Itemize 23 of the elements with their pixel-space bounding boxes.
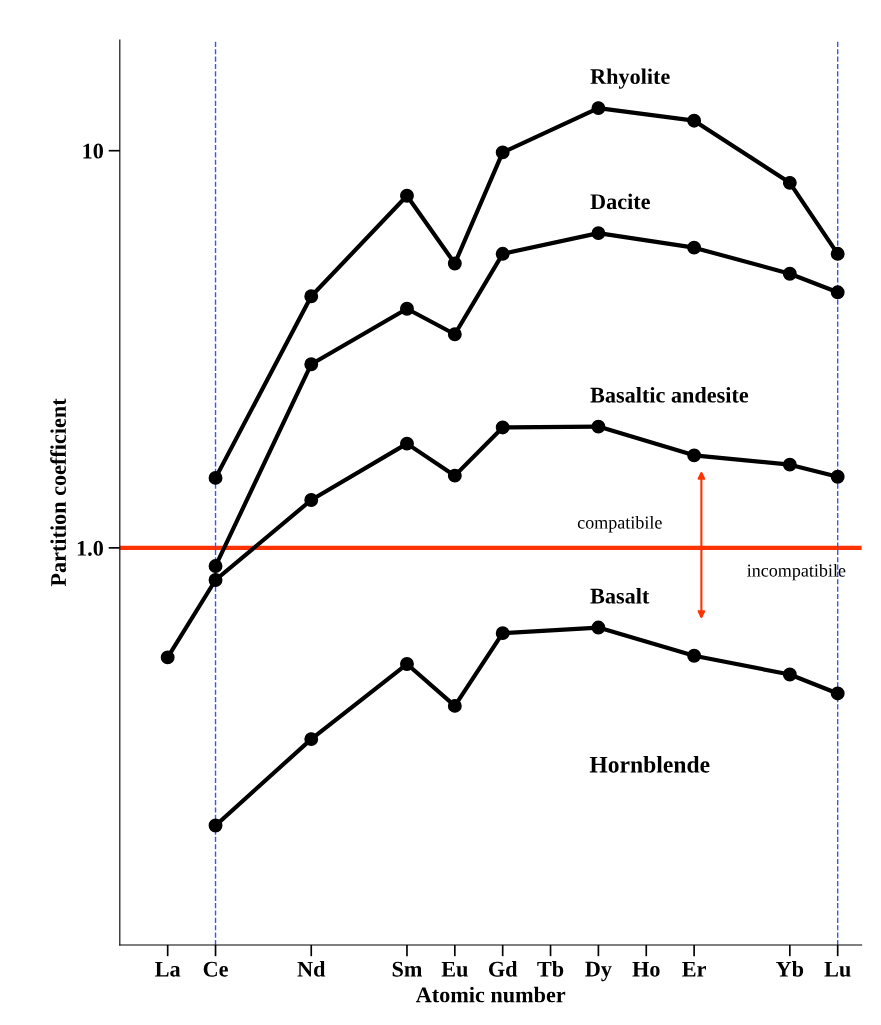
x-tick-label: Ho [632,961,660,977]
annotation: Hornblende [589,756,710,773]
x-tick-label: Er [682,961,706,977]
x-tick-label: Lu [824,961,851,977]
x-tick-label: Dy [585,961,612,982]
x-tick-label: Gd [488,961,518,977]
y-axis-title: Partition coefficient [50,398,66,587]
annotation: compatibile [577,516,662,533]
y-tick-label: 10 [83,143,103,159]
x-tick-label: Tb [537,961,564,977]
y-tick-label: 1.0 [77,540,103,556]
series-label: Rhyolite [590,68,670,89]
x-tick-label: Eu [441,961,468,977]
x-tick-label: Nd [297,961,326,977]
x-tick-label: Ce [203,961,228,977]
x-tick-label: Yb [776,961,804,977]
series-label: Basaltic andesite [590,386,749,403]
x-axis-title: Atomic number [415,986,566,1003]
series-label: Dacite [590,193,650,210]
annotation: incompatibile [747,563,846,581]
x-tick-label: La [155,961,181,977]
series-label: Basalt [590,587,650,604]
x-tick-label: Sm [392,961,423,977]
